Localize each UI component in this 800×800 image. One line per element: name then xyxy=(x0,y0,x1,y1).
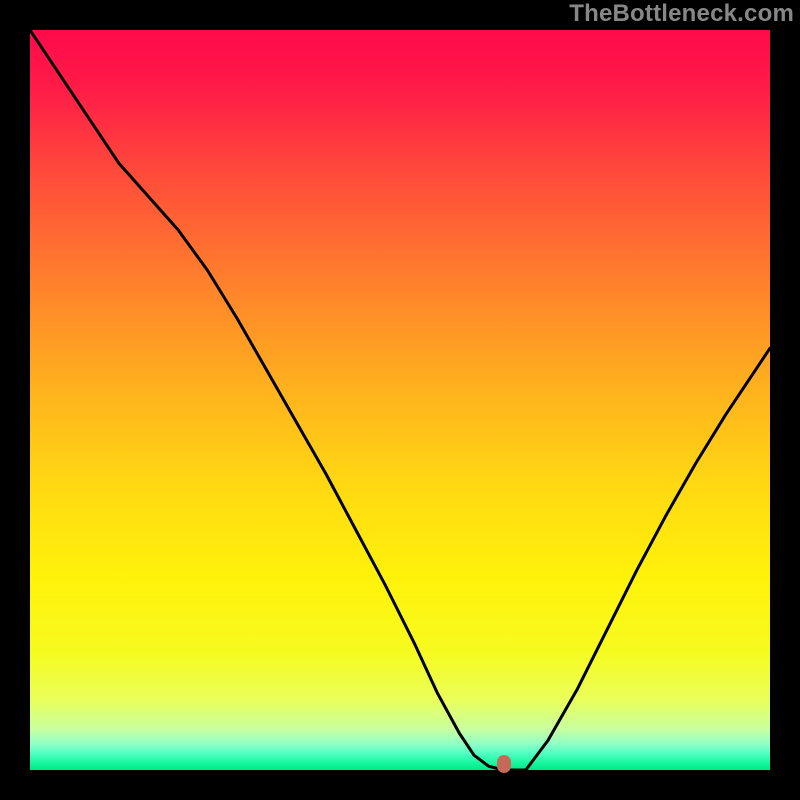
plot-area xyxy=(30,30,770,770)
watermark-text: TheBottleneck.com xyxy=(569,0,794,28)
curve-svg xyxy=(30,30,770,770)
chart-stage: TheBottleneck.com xyxy=(0,0,800,800)
optimal-point-marker xyxy=(497,755,511,773)
bottleneck-curve xyxy=(30,30,770,770)
